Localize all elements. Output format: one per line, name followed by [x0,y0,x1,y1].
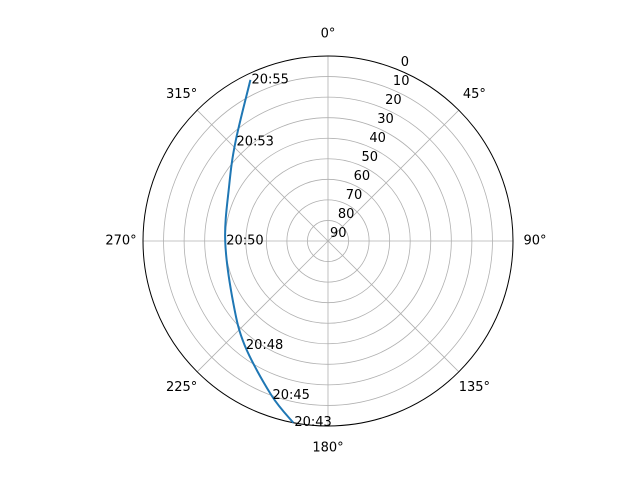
radial-tick-label: 10 [393,74,410,89]
angular-gridline [327,109,460,242]
time-label: 20:48 [246,338,283,353]
radial-tick-label: 40 [369,131,386,146]
time-label: 20:50 [226,234,263,249]
time-label: 20:43 [294,415,331,430]
polar-frame [142,55,514,427]
angular-tick-label: 180° [312,441,343,456]
label-layer: 0° 45° 90° 135° 180° 225° 270° 315° 0 10 20 30 40 50 6… [105,27,546,456]
radial-tick-label: 30 [377,112,394,127]
radial-tick-label: 50 [361,150,378,165]
radial-tick-label: 0 [401,55,409,70]
time-label: 20:45 [272,388,309,403]
angular-tick-label: 0° [321,27,336,42]
angular-gridline [196,109,329,242]
angular-tick-label: 135° [459,380,490,395]
radial-tick-label: 20 [385,93,402,108]
radial-tick-label: 90 [330,226,347,241]
angular-gridline [327,240,460,373]
series-line [224,79,295,424]
radial-tick-label: 70 [346,188,363,203]
angular-tick-label: 225° [166,380,197,395]
series-layer [224,79,295,424]
time-label: 20:55 [251,72,288,87]
radial-tick-label: 80 [338,207,355,222]
radial-tick-label: 60 [354,169,371,184]
angular-gridline [196,240,329,373]
angular-tick-label: 90° [523,234,546,249]
polar-grid [142,55,514,427]
time-label: 20:53 [236,134,273,149]
angular-tick-label: 315° [166,87,197,102]
angular-tick-label: 45° [463,87,486,102]
angular-tick-label: 270° [105,234,136,249]
